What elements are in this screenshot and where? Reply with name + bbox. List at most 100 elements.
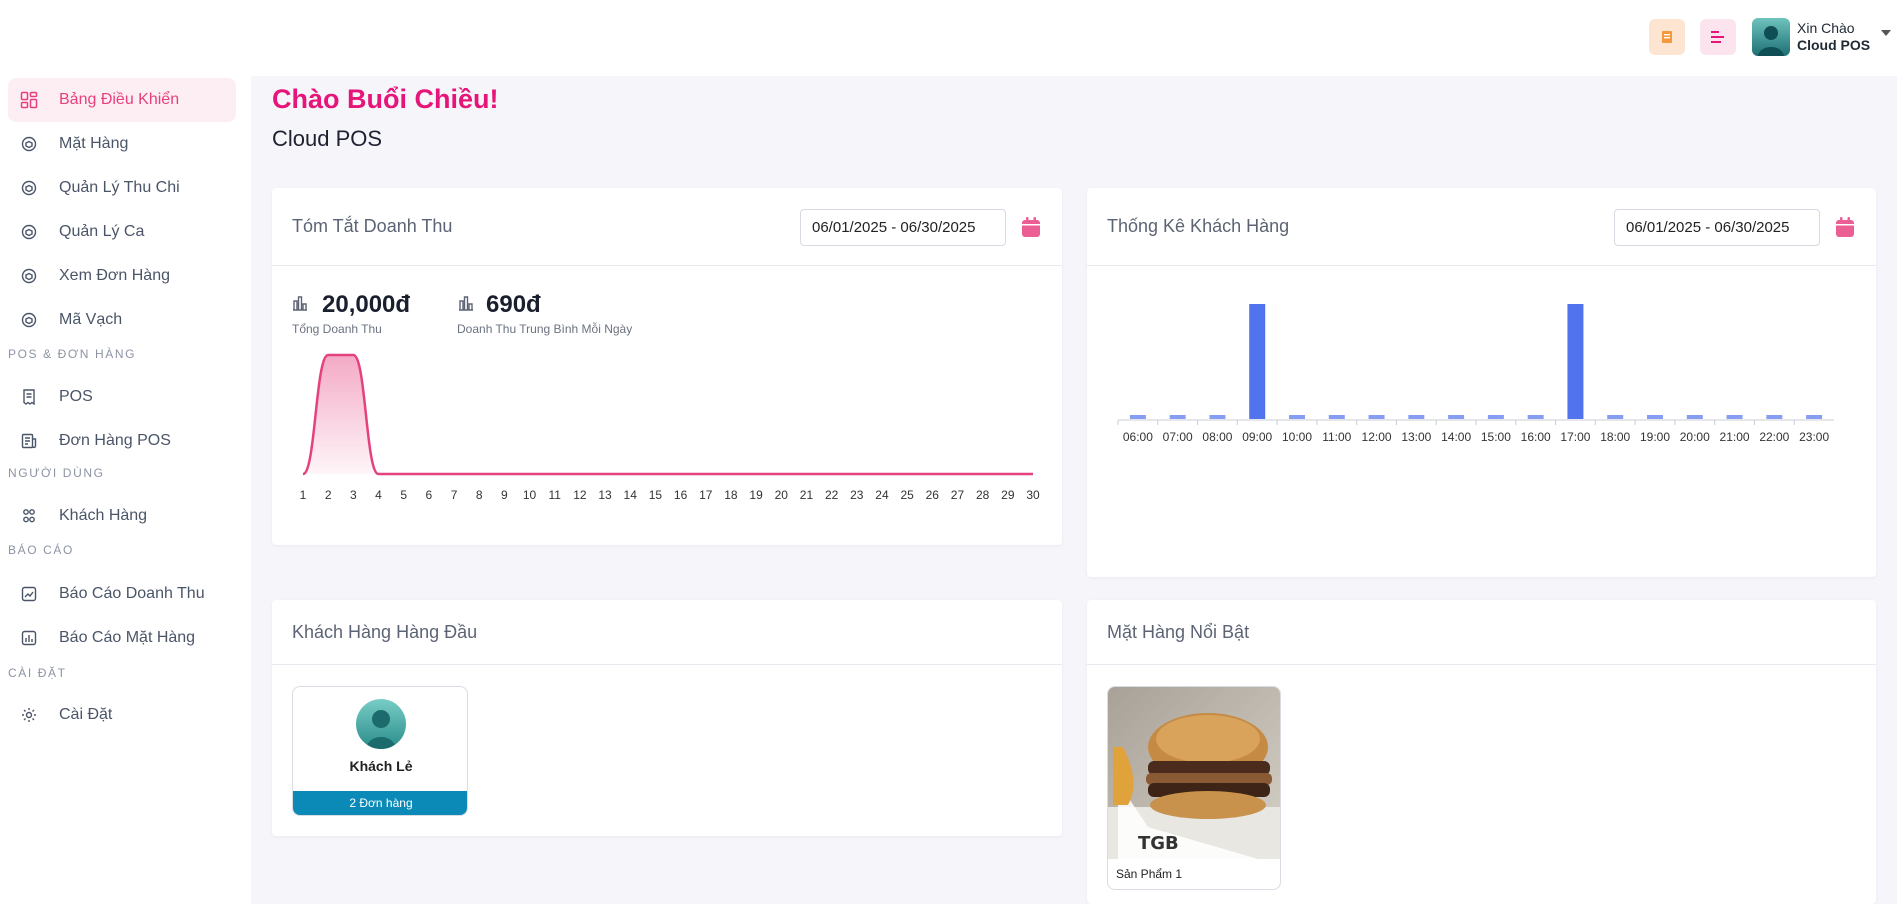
box-icon	[20, 311, 38, 329]
x-tick-label: 25	[900, 488, 914, 502]
bar	[1169, 415, 1186, 419]
user-greeting[interactable]: Xin Chào Cloud POS	[1797, 20, 1870, 54]
revenue-area-fill	[303, 355, 1033, 474]
sidebar-item-label: Cài Đặt	[59, 706, 113, 723]
customer-bar-chart: 06:00 07:00 08:00 09:00 10:00 11:00 12:00 13:00…	[1117, 304, 1834, 444]
sidebar-item-label: Báo Cáo Mặt Hàng	[59, 629, 196, 646]
sidebar-item-dashboard[interactable]: Bảng Điều Khiển	[8, 78, 236, 122]
gear-icon	[20, 706, 38, 724]
sidebar-item-customers[interactable]: Khách Hàng	[8, 494, 236, 538]
x-tick-label: 06:00	[1123, 430, 1153, 444]
x-tick-label: 27	[951, 488, 965, 502]
x-tick-label: 8	[476, 488, 483, 502]
bar	[1249, 304, 1266, 419]
x-tick-label: 16	[674, 488, 688, 502]
sidebar-item-settings[interactable]: Cài Đặt	[8, 693, 236, 737]
menu-toggle-button[interactable]	[1700, 19, 1736, 55]
menu-lines-icon	[1711, 31, 1724, 43]
bar	[1129, 415, 1146, 419]
user-avatar[interactable]	[1752, 18, 1790, 56]
bar	[1647, 415, 1663, 419]
sidebar-item-pos-orders[interactable]: Đơn Hàng POS	[8, 419, 236, 463]
sidebar-item-label: Quản Lý Thu Chi	[59, 179, 180, 196]
featured-products-card: Mặt Hàng Nổi Bật TGB	[1087, 600, 1876, 904]
sidebar-item-income-expense[interactable]: Quản Lý Thu Chi	[8, 166, 236, 210]
bar	[1806, 415, 1823, 419]
x-tick-label: 10	[523, 488, 537, 502]
x-tick-label: 30	[1026, 488, 1040, 502]
x-tick-label: 10:00	[1282, 430, 1312, 444]
x-tick-label: 17	[699, 488, 713, 502]
x-tick-label: 14:00	[1441, 430, 1471, 444]
divider	[272, 664, 1062, 665]
avatar	[356, 699, 406, 749]
x-tick-label: 6	[426, 488, 433, 502]
total-revenue-value: 20,000đ	[322, 291, 411, 318]
divider	[1087, 664, 1876, 665]
greeting-text: Xin Chào	[1797, 20, 1855, 36]
sidebar-item-pos[interactable]: POS	[8, 375, 236, 419]
sidebar-item-label: POS	[59, 388, 93, 405]
card-title: Thống Kê Khách Hàng	[1107, 216, 1290, 236]
top-customers-card: Khách Hàng Hàng Đầu Khách Lẻ 2 Đơn hàng	[272, 600, 1062, 836]
x-tick-label: 28	[976, 488, 990, 502]
divider	[272, 265, 1062, 266]
total-revenue-label: Tổng Doanh Thu	[292, 322, 382, 336]
bar	[1766, 415, 1783, 419]
box-icon	[20, 267, 38, 285]
product-image: TGB	[1108, 687, 1280, 859]
revenue-summary-card: Tóm Tắt Doanh Thu 06/01/2025 - 06/30/202…	[272, 188, 1062, 545]
x-tick-label: 08:00	[1202, 430, 1232, 444]
users-icon	[20, 507, 38, 525]
calendar-icon[interactable]	[1835, 216, 1855, 238]
bar-chart-icon	[293, 296, 307, 311]
bar	[1686, 415, 1703, 419]
chart-icon	[20, 585, 38, 603]
x-tick-label: 22:00	[1759, 430, 1789, 444]
sidebar-item-view-orders[interactable]: Xem Đơn Hàng	[8, 254, 236, 298]
sidebar-item-barcode[interactable]: Mã Vạch	[8, 298, 236, 342]
avg-revenue-label: Doanh Thu Trung Bình Mỗi Ngày	[457, 322, 633, 336]
customer-card[interactable]: Khách Lẻ 2 Đơn hàng	[292, 686, 468, 816]
x-tick-label: 21	[800, 488, 814, 502]
bar	[1527, 415, 1544, 419]
x-tick-label: 19:00	[1640, 430, 1670, 444]
customer-date-range-input[interactable]: 06/01/2025 - 06/30/2025	[1614, 209, 1820, 246]
x-tick-label: 21:00	[1720, 430, 1750, 444]
bar	[1328, 415, 1345, 419]
x-tick-label: 4	[375, 488, 382, 502]
section-title-pos: POS & ĐƠN HÀNG	[8, 347, 137, 361]
chevron-down-icon[interactable]	[1881, 30, 1891, 36]
x-tick-label: 14	[624, 488, 638, 502]
box-icon	[20, 223, 38, 241]
customer-stats-card: Thống Kê Khách Hàng 06/01/2025 - 06/30/2…	[1087, 188, 1876, 577]
product-card[interactable]: TGB Sản Phẩm 1	[1107, 686, 1281, 890]
sidebar-item-products[interactable]: Mặt Hàng	[8, 122, 236, 166]
revenue-date-range-input[interactable]: 06/01/2025 - 06/30/2025	[800, 209, 1006, 246]
x-tick-label: 13:00	[1401, 430, 1431, 444]
sidebar-item-revenue-report[interactable]: Báo Cáo Doanh Thu	[8, 572, 236, 616]
bar	[1487, 415, 1504, 419]
calendar-icon[interactable]	[1021, 216, 1041, 238]
x-tick-label: 2	[325, 488, 332, 502]
document-icon	[20, 432, 38, 450]
sidebar-item-label: Khách Hàng	[59, 507, 148, 524]
sidebar-item-product-report[interactable]: Báo Cáo Mặt Hàng	[8, 616, 236, 660]
x-tick-label: 18:00	[1600, 430, 1630, 444]
bar	[1368, 415, 1385, 419]
box-icon	[20, 135, 38, 153]
x-tick-label: 17:00	[1560, 430, 1590, 444]
box-icon	[20, 179, 38, 197]
bar	[1607, 415, 1624, 419]
customer-name: Khách Lẻ	[349, 758, 413, 774]
card-title: Tóm Tắt Doanh Thu	[292, 216, 453, 236]
dashboard-icon	[20, 91, 38, 109]
x-tick-label: 11:00	[1322, 430, 1351, 444]
sidebar-item-shifts[interactable]: Quản Lý Ca	[8, 210, 236, 254]
x-tick-label: 5	[400, 488, 407, 502]
sidebar-item-label: Bảng Điều Khiển	[59, 91, 180, 108]
bar	[1567, 304, 1584, 419]
receipt-button[interactable]	[1649, 19, 1685, 55]
avg-revenue-value: 690đ	[486, 291, 541, 318]
x-tick-label: 09:00	[1242, 430, 1272, 444]
